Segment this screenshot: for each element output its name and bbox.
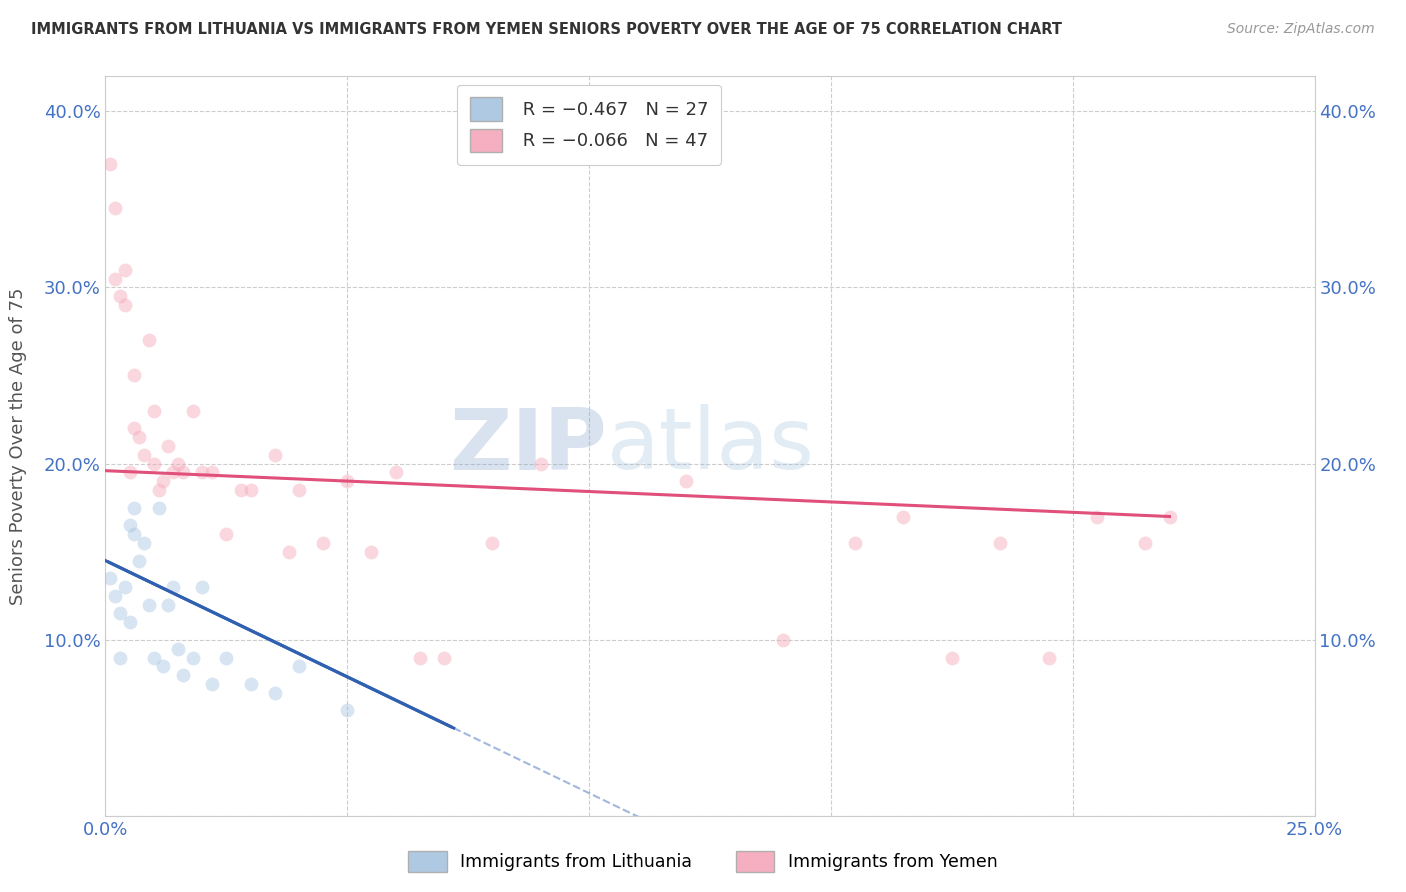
Point — [157, 439, 180, 453]
Point — [263, 686, 285, 700]
Point — [481, 536, 503, 550]
Point — [104, 201, 127, 215]
Point — [167, 457, 190, 471]
Point — [1085, 509, 1108, 524]
Point — [336, 703, 359, 717]
Point — [138, 598, 160, 612]
Point — [108, 289, 131, 303]
Point — [114, 580, 136, 594]
Y-axis label: Seniors Poverty Over the Age of 75: Seniors Poverty Over the Age of 75 — [8, 287, 27, 605]
Point — [104, 589, 127, 603]
Point — [384, 466, 406, 480]
Point — [167, 641, 190, 656]
Point — [191, 466, 214, 480]
Point — [1159, 509, 1181, 524]
Point — [118, 466, 141, 480]
Point — [941, 650, 963, 665]
Legend: Immigrants from Lithuania, Immigrants from Yemen: Immigrants from Lithuania, Immigrants fr… — [401, 844, 1005, 879]
Point — [152, 475, 174, 489]
Point — [114, 262, 136, 277]
Point — [142, 403, 165, 417]
Point — [988, 536, 1011, 550]
Point — [142, 457, 165, 471]
Point — [530, 457, 553, 471]
Point — [157, 598, 180, 612]
Point — [433, 650, 456, 665]
Legend:  R = −0.467   N = 27,  R = −0.066   N = 47: R = −0.467 N = 27, R = −0.066 N = 47 — [457, 85, 721, 165]
Point — [98, 157, 121, 171]
Point — [263, 448, 285, 462]
Point — [201, 466, 224, 480]
Point — [104, 271, 127, 285]
Point — [181, 403, 204, 417]
Point — [288, 659, 311, 673]
Point — [124, 421, 146, 435]
Point — [148, 500, 170, 515]
Text: ZIP: ZIP — [450, 404, 607, 488]
Point — [893, 509, 915, 524]
Point — [124, 527, 146, 541]
Point — [148, 483, 170, 497]
Point — [409, 650, 432, 665]
Point — [772, 632, 794, 647]
Point — [124, 500, 146, 515]
Point — [118, 615, 141, 630]
Point — [844, 536, 866, 550]
Text: atlas: atlas — [607, 404, 815, 488]
Point — [114, 298, 136, 312]
Text: Source: ZipAtlas.com: Source: ZipAtlas.com — [1227, 22, 1375, 37]
Point — [162, 466, 184, 480]
Point — [124, 368, 146, 383]
Point — [288, 483, 311, 497]
Point — [172, 668, 194, 682]
Point — [118, 518, 141, 533]
Point — [142, 650, 165, 665]
Point — [1135, 536, 1157, 550]
Point — [108, 607, 131, 621]
Point — [229, 483, 252, 497]
Point — [134, 448, 156, 462]
Point — [1038, 650, 1060, 665]
Point — [98, 571, 121, 585]
Point — [360, 545, 382, 559]
Point — [138, 333, 160, 347]
Point — [239, 677, 262, 691]
Point — [128, 430, 150, 444]
Point — [215, 527, 238, 541]
Point — [278, 545, 301, 559]
Point — [181, 650, 204, 665]
Point — [172, 466, 194, 480]
Point — [162, 580, 184, 594]
Point — [312, 536, 335, 550]
Point — [215, 650, 238, 665]
Point — [108, 650, 131, 665]
Point — [128, 553, 150, 567]
Point — [201, 677, 224, 691]
Point — [239, 483, 262, 497]
Point — [336, 475, 359, 489]
Point — [134, 536, 156, 550]
Point — [191, 580, 214, 594]
Text: IMMIGRANTS FROM LITHUANIA VS IMMIGRANTS FROM YEMEN SENIORS POVERTY OVER THE AGE : IMMIGRANTS FROM LITHUANIA VS IMMIGRANTS … — [31, 22, 1062, 37]
Point — [152, 659, 174, 673]
Point — [675, 475, 697, 489]
